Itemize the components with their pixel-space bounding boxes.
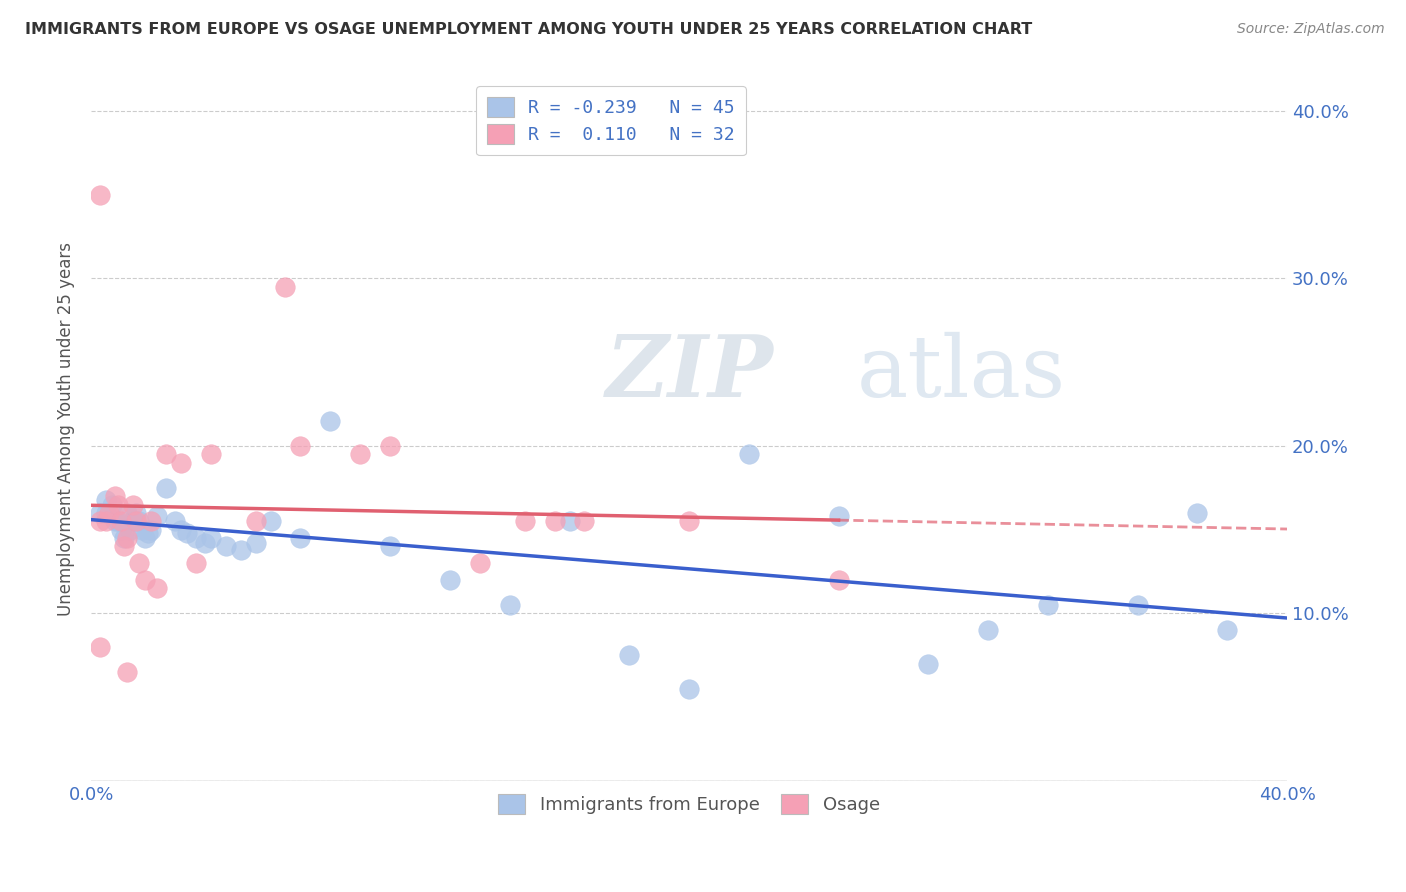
- Point: [619, 648, 641, 663]
- Point: [378, 439, 401, 453]
- Point: [155, 481, 177, 495]
- Point: [115, 506, 138, 520]
- Point: [94, 492, 117, 507]
- Point: [274, 280, 297, 294]
- Point: [134, 573, 156, 587]
- Point: [977, 624, 1000, 638]
- Point: [245, 514, 267, 528]
- Point: [290, 531, 312, 545]
- Point: [200, 447, 222, 461]
- Point: [215, 540, 238, 554]
- Point: [112, 531, 135, 545]
- Point: [89, 187, 111, 202]
- Point: [1216, 624, 1239, 638]
- Point: [513, 514, 536, 528]
- Point: [738, 447, 761, 461]
- Point: [574, 514, 596, 528]
- Point: [184, 531, 207, 545]
- Point: [290, 439, 312, 453]
- Point: [104, 514, 127, 528]
- Point: [319, 414, 342, 428]
- Y-axis label: Unemployment Among Youth under 25 years: Unemployment Among Youth under 25 years: [58, 243, 75, 616]
- Point: [917, 657, 939, 671]
- Point: [125, 506, 148, 520]
- Point: [163, 514, 186, 528]
- Point: [245, 536, 267, 550]
- Point: [139, 523, 162, 537]
- Point: [98, 506, 121, 520]
- Text: ZIP: ZIP: [606, 331, 773, 415]
- Point: [184, 556, 207, 570]
- Point: [101, 498, 124, 512]
- Point: [259, 514, 281, 528]
- Point: [170, 456, 193, 470]
- Point: [89, 506, 111, 520]
- Point: [439, 573, 461, 587]
- Point: [125, 514, 148, 528]
- Point: [89, 514, 111, 528]
- Point: [122, 514, 145, 528]
- Point: [110, 514, 132, 528]
- Point: [107, 498, 129, 512]
- Point: [128, 556, 150, 570]
- Point: [115, 531, 138, 545]
- Text: atlas: atlas: [856, 331, 1066, 415]
- Point: [1036, 598, 1059, 612]
- Point: [543, 514, 565, 528]
- Point: [89, 640, 111, 654]
- Point: [155, 447, 177, 461]
- Point: [104, 489, 127, 503]
- Point: [200, 531, 222, 545]
- Point: [229, 542, 252, 557]
- Text: Source: ZipAtlas.com: Source: ZipAtlas.com: [1237, 22, 1385, 37]
- Point: [378, 540, 401, 554]
- Point: [134, 531, 156, 545]
- Point: [146, 509, 169, 524]
- Point: [558, 514, 581, 528]
- Text: IMMIGRANTS FROM EUROPE VS OSAGE UNEMPLOYMENT AMONG YOUTH UNDER 25 YEARS CORRELAT: IMMIGRANTS FROM EUROPE VS OSAGE UNEMPLOY…: [25, 22, 1032, 37]
- Point: [678, 514, 700, 528]
- Legend: Immigrants from Europe, Osage: Immigrants from Europe, Osage: [488, 783, 891, 825]
- Point: [176, 526, 198, 541]
- Point: [194, 536, 217, 550]
- Point: [122, 498, 145, 512]
- Point: [499, 598, 522, 612]
- Point: [115, 665, 138, 679]
- Point: [827, 509, 849, 524]
- Point: [94, 514, 117, 528]
- Point: [170, 523, 193, 537]
- Point: [131, 523, 153, 537]
- Point: [1126, 598, 1149, 612]
- Point: [1187, 506, 1209, 520]
- Point: [678, 681, 700, 696]
- Point: [112, 540, 135, 554]
- Point: [136, 526, 159, 541]
- Point: [94, 506, 117, 520]
- Point: [107, 514, 129, 528]
- Point: [110, 523, 132, 537]
- Point: [468, 556, 491, 570]
- Point: [146, 582, 169, 596]
- Point: [349, 447, 371, 461]
- Point: [827, 573, 849, 587]
- Point: [118, 523, 141, 537]
- Point: [128, 514, 150, 528]
- Point: [139, 514, 162, 528]
